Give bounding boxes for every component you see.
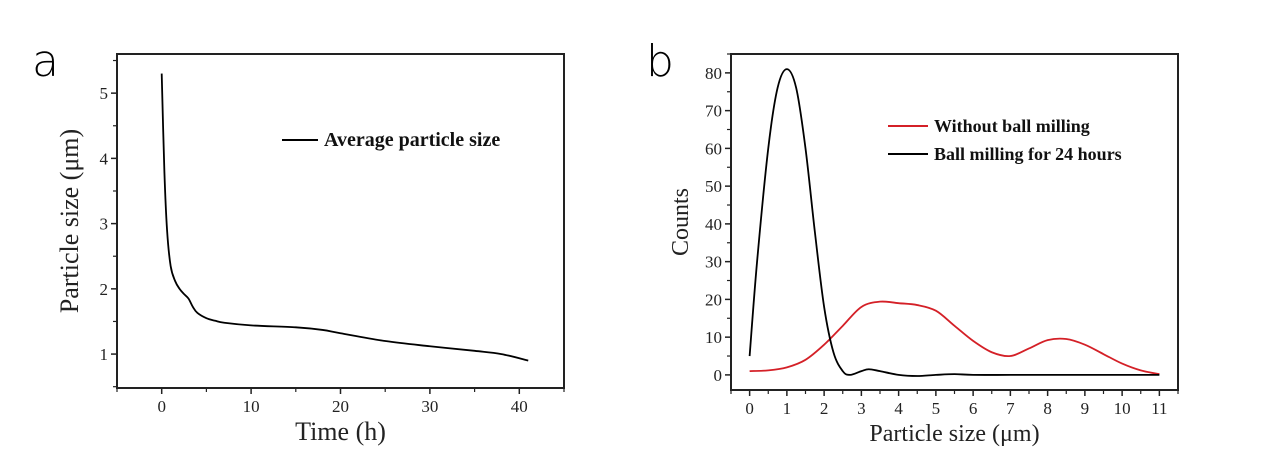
y-tick-label: 30 [705,253,722,272]
plot-frame [730,53,1179,391]
x-tick-label: 5 [932,399,941,418]
legend-label: Average particle size [324,129,500,151]
series-line-ball-milling-for-24-hours [748,68,1160,377]
y-tick-label: 50 [705,177,722,196]
x-tick-label: 20 [332,397,349,416]
y-axis-title: Particle size (μm) [55,129,84,313]
x-tick-label: 10 [243,397,260,416]
x-tick-label: 0 [157,397,166,416]
x-tick-label: 8 [1043,399,1052,418]
x-tick-label: 40 [511,397,528,416]
x-tick-label: 3 [857,399,866,418]
y-tick-label: 10 [705,328,722,347]
x-axis-title: Particle size (μm) [869,421,1039,447]
y-tick-label: 3 [100,215,109,234]
x-tick-label: 6 [969,399,978,418]
y-tick-label: 5 [100,84,109,103]
y-axis-title: Counts [668,188,694,256]
panel-label-b: b [646,36,674,87]
x-tick-label: 7 [1006,399,1015,418]
panel-label-a: a [32,36,59,87]
x-axis-title: Time (h) [295,417,386,446]
x-tick-label: 11 [1151,399,1167,418]
chart-a: 0 10 20 30 40 1 2 3 4 5 Time (h) Particle size (μm)… [55,53,565,446]
y-tick-label: 80 [705,64,722,83]
y-tick-label: 1 [100,345,109,364]
chart-b: 0 1 2 3 4 5 6 7 8 9 10 11 0 10 20 30 40 50 60 70 80 Particle … [668,53,1179,447]
y-tick-label: 4 [100,149,109,168]
x-tick-label: 30 [421,397,438,416]
x-tick-label: 2 [820,399,829,418]
y-tick-label: 70 [705,102,722,121]
y-tick-label: 0 [714,366,723,385]
legend-label: Without ball milling [934,116,1090,136]
plot-frame [116,53,565,389]
x-tick-label: 10 [1114,399,1131,418]
y-tick-label: 60 [705,139,722,158]
y-tick-label: 40 [705,215,722,234]
x-tick-label: 0 [745,399,754,418]
x-tick-label: 9 [1081,399,1090,418]
y-tick-label: 2 [100,280,109,299]
legend-label: Ball milling for 24 hours [934,144,1122,164]
series-line-without-ball-milling [749,300,1160,376]
series-line-average-particle-size [160,73,529,362]
x-tick-label: 1 [783,399,792,418]
x-tick-label: 4 [894,399,903,418]
y-tick-label: 20 [705,290,722,309]
